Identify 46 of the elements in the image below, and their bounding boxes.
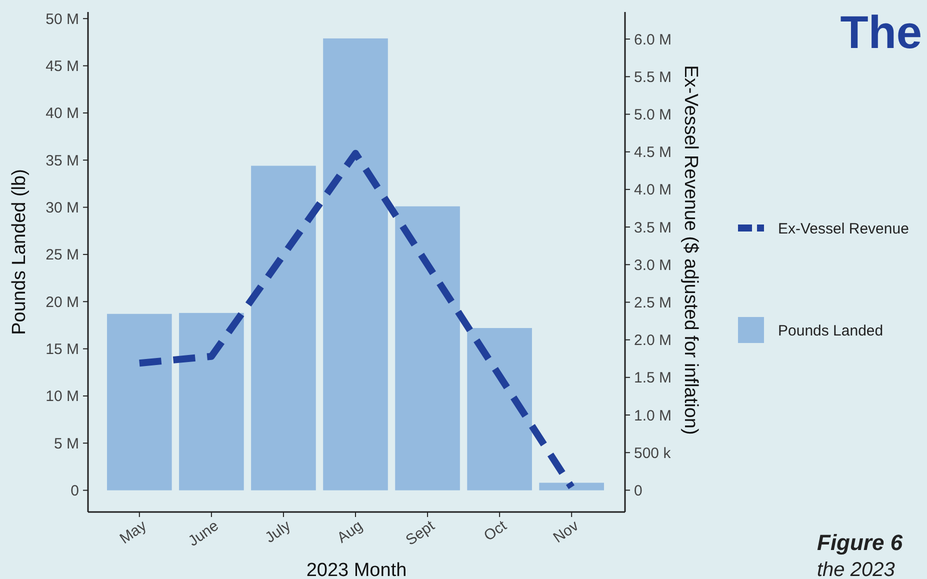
y2-tick-label: 5.5 M <box>634 68 672 86</box>
y-tick-label: 0 <box>70 482 79 500</box>
caption: Figure 6 <box>817 530 904 555</box>
y2-tick-label: 4.0 M <box>634 182 672 199</box>
y-tick-label: 40 M <box>46 105 79 122</box>
bar <box>251 166 316 490</box>
y2-tick-label: 6.0 M <box>634 31 672 48</box>
legend-label: Pounds Landed <box>778 322 884 340</box>
bar <box>395 206 460 490</box>
y-tick-label: 20 M <box>46 294 79 311</box>
y2-tick-label: 2.5 M <box>634 294 672 312</box>
x-tick-label: Aug <box>334 517 366 547</box>
bar <box>179 312 244 490</box>
text: the 2023 <box>817 559 895 579</box>
y2-tick-label: 500 k <box>634 444 672 462</box>
x-tick-label: Nov <box>550 517 582 547</box>
y-tick-label: 50 M <box>46 10 79 28</box>
x-tick-label: Sept <box>402 516 439 549</box>
y2-tick-label: 3.0 M <box>634 256 672 274</box>
y-tick-label: 10 M <box>46 388 79 406</box>
x-axis-title: 2023 Month <box>306 560 407 579</box>
x-tick-label: May <box>116 517 150 548</box>
y2-tick-label: 1.0 M <box>634 407 672 424</box>
x-tick-label: Oct <box>480 516 511 545</box>
bar <box>323 38 388 490</box>
y2-tick-label: 5.0 M <box>634 106 672 124</box>
y-axis-title: Pounds Landed (lb) <box>9 169 30 335</box>
y-tick-label: 5 M <box>54 435 79 452</box>
y2-tick-label: 4.5 M <box>634 144 672 162</box>
legend-label: Ex-Vessel Revenue <box>778 220 909 238</box>
y-tick-label: 25 M <box>46 246 79 264</box>
y2-tick-label: 2.0 M <box>634 332 672 350</box>
y-tick-label: 15 M <box>46 341 79 358</box>
x-tick-label: June <box>185 517 222 550</box>
x-tick-label: July <box>262 517 294 547</box>
bar <box>107 314 172 490</box>
bar <box>467 328 532 490</box>
y2-tick-label: 0 <box>634 482 642 500</box>
y2-axis-title: Ex-Vessel Revenue ($ adjusted for inflation) <box>680 65 701 435</box>
y-tick-label: 30 M <box>46 200 79 217</box>
y2-tick-label: 1.5 M <box>634 370 672 387</box>
y2-tick-label: 3.5 M <box>634 219 672 236</box>
y-tick-label: 35 M <box>46 152 79 170</box>
y-tick-label: 45 M <box>46 58 79 76</box>
text: The <box>840 6 922 58</box>
bar <box>539 482 604 490</box>
